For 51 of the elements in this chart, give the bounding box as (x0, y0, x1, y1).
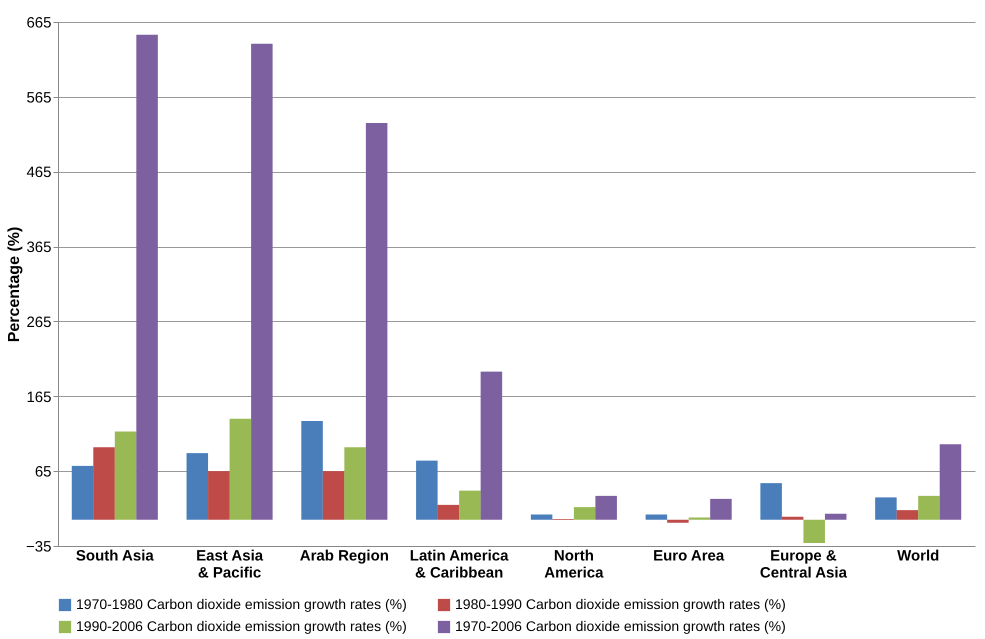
legend-label: 1990-2006 Carbon dioxide emission growth rates (%) (76, 618, 407, 634)
bar (667, 520, 689, 523)
x-tick-label: South Asia (76, 548, 154, 564)
bar (322, 471, 344, 520)
bar (803, 520, 825, 544)
bar (251, 44, 273, 520)
x-tick-label: Arab Region (300, 548, 389, 564)
bar (824, 514, 846, 520)
x-tick-label: Latin America & Caribbean (410, 548, 510, 582)
bar (72, 466, 94, 520)
bar (710, 498, 732, 520)
y-tick-label: 165 (26, 388, 52, 406)
bar (366, 123, 388, 520)
bar (595, 496, 617, 520)
legend-label: 1970-2006 Carbon dioxide emission growth rates (%) (455, 618, 786, 634)
x-tick-label: Euro Area (653, 548, 725, 564)
bar (530, 514, 552, 520)
y-tick-label: 465 (26, 164, 52, 182)
bar (344, 447, 366, 520)
x-tick-label: World (897, 548, 940, 564)
bar (480, 372, 502, 520)
x-tick-label: Europe & Central Asia (760, 548, 848, 582)
bar (438, 504, 460, 520)
bar (186, 453, 208, 520)
y-tick-label: 665 (26, 14, 52, 32)
y-tick-label: −35 (26, 538, 52, 556)
bar (646, 514, 668, 520)
bar (574, 507, 596, 520)
bar (93, 447, 115, 520)
bar (136, 34, 158, 520)
x-tick-label: North America (544, 548, 604, 582)
y-tick-label: 365 (26, 239, 52, 256)
bar (782, 516, 804, 520)
y-tick-label: 65 (34, 464, 52, 481)
y-axis-title: Percentage (%) (6, 226, 24, 342)
bar (114, 431, 136, 520)
bar (301, 420, 323, 520)
bar (230, 418, 252, 520)
bar (416, 460, 438, 520)
bar (459, 490, 481, 520)
x-tick-label: East Asia & Pacific (196, 548, 264, 582)
bar (940, 444, 962, 520)
legend-label: 1980-1990 Carbon dioxide emission growth rates (%) (455, 596, 786, 612)
legend-label: 1970-1980 Carbon dioxide emission growth rates (%) (76, 596, 407, 612)
y-tick-label: 265 (26, 314, 52, 331)
bar (875, 497, 897, 520)
bar (760, 483, 782, 520)
y-tick-label: 565 (26, 89, 52, 106)
bar (896, 510, 918, 520)
bar (208, 471, 230, 520)
bar (918, 496, 940, 520)
